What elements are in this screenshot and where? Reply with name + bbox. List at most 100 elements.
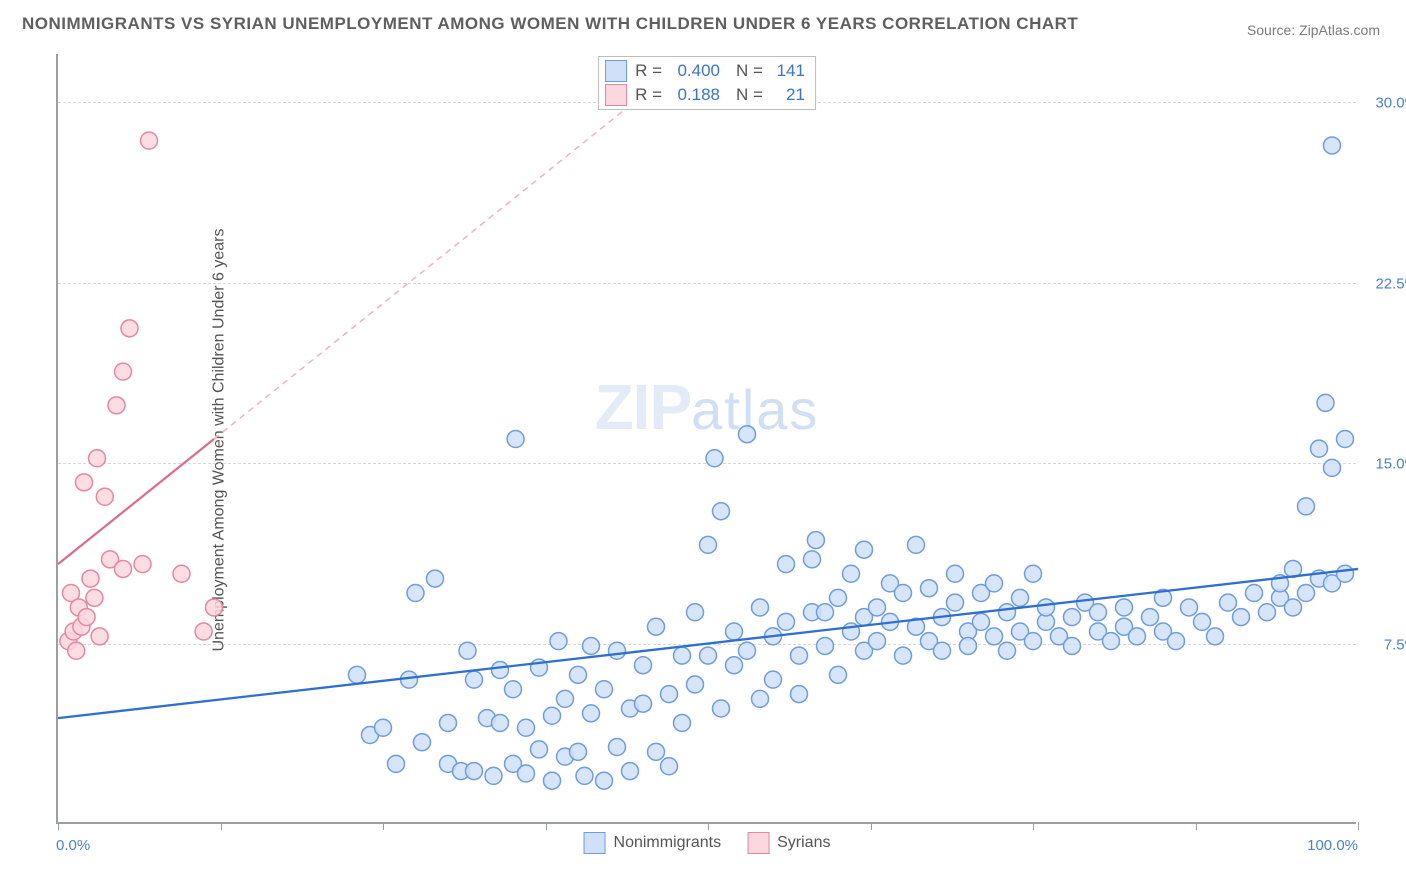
legend-swatch-nonimmigrants — [584, 832, 606, 854]
data-point — [91, 628, 108, 645]
data-point — [518, 719, 535, 736]
x-tick — [383, 822, 384, 830]
scatter-svg — [58, 54, 1356, 822]
x-tick — [58, 822, 59, 830]
data-point — [934, 642, 951, 659]
data-point — [349, 666, 366, 683]
data-point — [1324, 137, 1341, 154]
data-point — [544, 707, 561, 724]
legend-item-nonimmigrants: Nonimmigrants — [584, 832, 722, 854]
data-point — [830, 589, 847, 606]
data-point — [1194, 613, 1211, 630]
data-point — [895, 647, 912, 664]
trend-line — [58, 439, 214, 564]
data-point — [674, 714, 691, 731]
corr-n-label: N = — [736, 85, 763, 105]
corr-n-value-1: 21 — [769, 85, 805, 105]
data-point — [1064, 637, 1081, 654]
data-point — [778, 556, 795, 573]
y-tick-label: 15.0% — [1375, 456, 1406, 473]
data-point — [570, 666, 587, 683]
data-point — [1220, 594, 1237, 611]
data-point — [713, 503, 730, 520]
data-point — [68, 642, 85, 659]
legend-label-nonimmigrants: Nonimmigrants — [614, 834, 722, 852]
data-point — [557, 690, 574, 707]
data-point — [700, 647, 717, 664]
data-point — [195, 623, 212, 640]
data-point — [86, 589, 103, 606]
data-point — [687, 676, 704, 693]
trend-line — [214, 64, 682, 439]
correlation-legend: R = 0.400 N = 141 R = 0.188 N = 21 — [598, 56, 816, 110]
data-point — [739, 642, 756, 659]
data-point — [82, 570, 99, 587]
data-point — [999, 604, 1016, 621]
data-point — [817, 604, 834, 621]
swatch-syrians — [605, 84, 627, 106]
data-point — [76, 474, 93, 491]
data-point — [121, 320, 138, 337]
data-point — [134, 556, 151, 573]
y-tick-label: 30.0% — [1375, 95, 1406, 112]
data-point — [700, 536, 717, 553]
corr-row-syrians: R = 0.188 N = 21 — [601, 83, 813, 107]
data-point — [1168, 633, 1185, 650]
data-point — [115, 363, 132, 380]
series-legend: Nonimmigrants Syrians — [584, 832, 831, 854]
data-point — [674, 647, 691, 664]
data-point — [459, 642, 476, 659]
legend-item-syrians: Syrians — [747, 832, 830, 854]
data-point — [492, 662, 509, 679]
data-point — [661, 686, 678, 703]
data-point — [531, 741, 548, 758]
legend-label-syrians: Syrians — [777, 834, 830, 852]
data-point — [505, 681, 522, 698]
corr-n-value-0: 141 — [769, 61, 805, 81]
data-point — [986, 575, 1003, 592]
data-point — [583, 705, 600, 722]
data-point — [869, 599, 886, 616]
data-point — [726, 657, 743, 674]
data-point — [440, 714, 457, 731]
data-point — [752, 690, 769, 707]
data-point — [1090, 604, 1107, 621]
y-tick-label: 22.5% — [1375, 275, 1406, 292]
data-point — [1025, 633, 1042, 650]
data-point — [973, 613, 990, 630]
data-point — [1038, 599, 1055, 616]
data-point — [706, 450, 723, 467]
data-point — [492, 714, 509, 731]
data-point — [1317, 394, 1334, 411]
data-point — [921, 580, 938, 597]
corr-n-label: N = — [736, 61, 763, 81]
data-point — [1337, 565, 1354, 582]
data-point — [1103, 633, 1120, 650]
data-point — [869, 633, 886, 650]
data-point — [765, 671, 782, 688]
data-point — [947, 594, 964, 611]
data-point — [713, 700, 730, 717]
data-point — [830, 666, 847, 683]
data-point — [609, 739, 626, 756]
data-point — [804, 551, 821, 568]
data-point — [485, 767, 502, 784]
data-point — [843, 565, 860, 582]
data-point — [596, 772, 613, 789]
data-point — [1142, 609, 1159, 626]
corr-r-label: R = — [635, 61, 662, 81]
corr-r-value-0: 0.400 — [668, 61, 720, 81]
data-point — [141, 132, 158, 149]
data-point — [856, 541, 873, 558]
data-point — [960, 637, 977, 654]
data-point — [791, 686, 808, 703]
data-point — [635, 695, 652, 712]
x-tick — [1033, 822, 1034, 830]
data-point — [115, 560, 132, 577]
data-point — [1259, 604, 1276, 621]
swatch-nonimmigrants — [605, 60, 627, 82]
data-point — [1129, 628, 1146, 645]
x-tick — [1196, 822, 1197, 830]
data-point — [947, 565, 964, 582]
data-point — [1298, 498, 1315, 515]
